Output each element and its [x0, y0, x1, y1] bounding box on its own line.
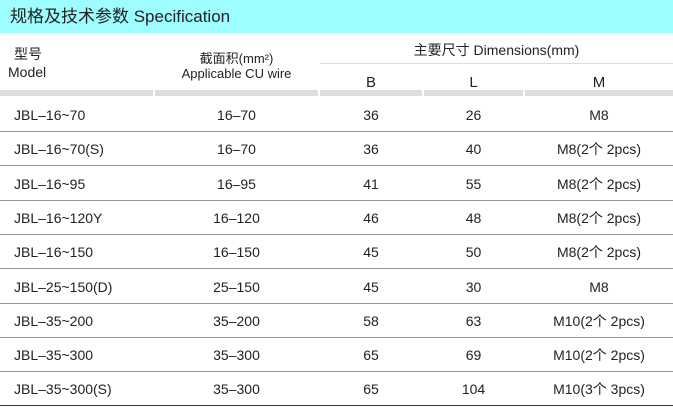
header-bar: [525, 90, 673, 96]
cell-l: 40: [465, 141, 482, 158]
cell-model: JBL–16~95: [14, 175, 86, 192]
cell-m: M8(2个 2pcs): [556, 244, 642, 261]
cell-model: JBL–35~300(S): [14, 381, 112, 398]
header-bar: [424, 90, 523, 96]
cell-l: 63: [465, 312, 482, 329]
model-header-en: Model: [8, 64, 47, 80]
m-header: M: [592, 74, 606, 91]
cell-m: M8(2个 2pcs): [556, 209, 642, 226]
cell-wire: 16–70: [217, 107, 256, 123]
cell-b: 41: [363, 175, 379, 192]
cell-l: 69: [465, 347, 482, 364]
model-header-cn: 型号: [14, 46, 42, 62]
cell-m: M10(2个 2pcs): [553, 347, 645, 364]
cell-b: 36: [363, 141, 379, 158]
cell-b: 36: [363, 107, 379, 123]
cell-b: 45: [363, 244, 379, 261]
cell-wire: 16–120: [213, 209, 260, 226]
cell-b: 45: [363, 278, 379, 295]
cell-model: JBL–16~150: [14, 244, 94, 261]
dimensions-header: 主要尺寸 Dimensions(mm): [413, 42, 580, 58]
cell-l: 26: [465, 107, 482, 123]
cell-l: 48: [465, 209, 482, 226]
cell-model: JBL–25~150(D): [14, 278, 113, 295]
divider: [320, 63, 673, 64]
cell-model: JBL–16~70: [14, 107, 86, 123]
cell-wire: 35–200: [213, 312, 260, 329]
table-row: JBL–16~150 16–150 45 50 M8(2个 2pcs): [0, 234, 673, 270]
section-title: 规格及技术参数 Specification: [0, 0, 673, 33]
l-header: L: [469, 74, 478, 91]
table-row: JBL–16~120Y 16–120 46 48 M8(2个 2pcs): [0, 200, 673, 235]
cell-m: M10(2个 2pcs): [553, 312, 645, 329]
cell-l: 50: [465, 244, 482, 261]
header-bar: [320, 90, 422, 96]
cell-wire: 16–95: [217, 175, 256, 192]
cell-m: M8: [589, 107, 609, 123]
table-row: JBL–16~70(S) 16–70 36 40 M8(2个 2pcs): [0, 131, 673, 167]
cell-model: JBL–35~200: [14, 312, 94, 329]
cell-m: M10(3个 3pcs): [553, 381, 645, 398]
cell-b: 65: [363, 381, 379, 398]
cell-wire: 35–300: [213, 347, 260, 364]
b-header: B: [365, 74, 376, 91]
table-row: JBL–25~150(D) 25–150 45 30 M8: [0, 269, 673, 304]
table-row: JBL–16~95 16–95 41 55 M8(2个 2pcs): [0, 166, 673, 201]
cell-b: 46: [363, 209, 379, 226]
cell-m: M8: [589, 278, 609, 295]
cell-l: 104: [461, 381, 486, 398]
table-row: JBL–35~300 35–300 65 69 M10(2个 2pcs): [0, 337, 673, 373]
cell-wire: 16–70: [217, 141, 256, 158]
cell-wire: 25–150: [213, 278, 260, 295]
cell-model: JBL–16~70(S): [14, 141, 104, 158]
cell-model: JBL–16~120Y: [14, 209, 103, 226]
cell-l: 55: [465, 175, 482, 192]
header-bar: [0, 90, 153, 96]
table-row: JBL–35~200 35–200 58 63 M10(2个 2pcs): [0, 303, 673, 338]
cell-m: M8(2个 2pcs): [556, 141, 642, 158]
wire-header-en: Applicable CU wire: [181, 66, 292, 81]
cell-b: 58: [363, 312, 379, 329]
table-row: JBL–35~300(S) 35–300 65 104 M10(3个 3pcs): [0, 371, 673, 407]
header-bar: [155, 90, 318, 96]
table-row: JBL–16~70 16–70 36 26 M8: [0, 97, 673, 132]
cell-wire: 35–300: [213, 381, 260, 398]
cell-m: M8(2个 2pcs): [556, 175, 642, 192]
cell-l: 30: [465, 278, 482, 295]
cell-model: JBL–35~300: [14, 347, 94, 364]
cell-b: 65: [363, 347, 379, 364]
wire-header-cn: 截面积(mm²): [199, 51, 274, 66]
cell-wire: 16–150: [213, 244, 260, 261]
